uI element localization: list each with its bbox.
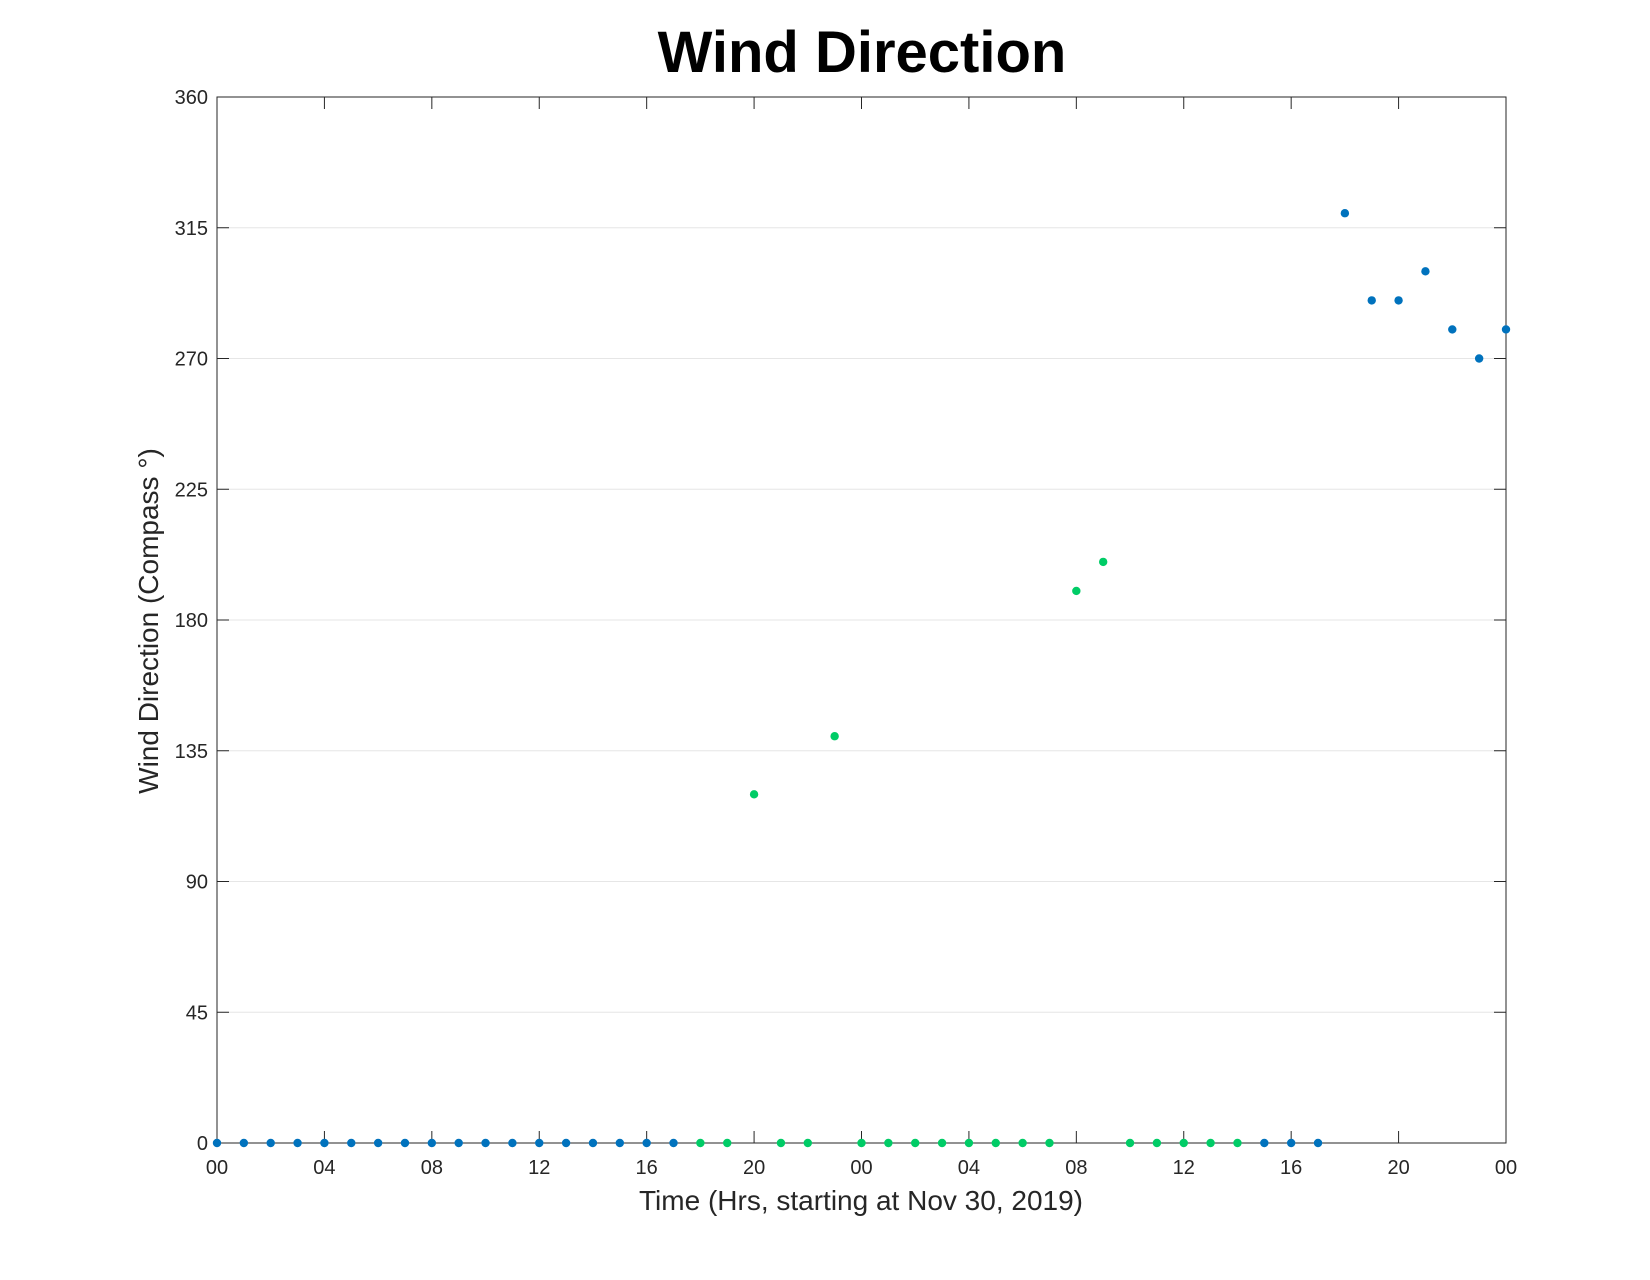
x-tick-label: 08 <box>421 1157 443 1179</box>
data-point <box>1501 325 1511 334</box>
data-point <box>1206 1138 1215 1148</box>
data-point <box>749 790 759 799</box>
y-tick-label: 180 <box>175 610 208 632</box>
data-point <box>588 1138 598 1148</box>
data-point <box>884 1138 893 1148</box>
data-point <box>1421 267 1430 276</box>
data-point <box>1018 1138 1027 1148</box>
data-point <box>1367 296 1376 305</box>
data-point <box>1233 1138 1242 1148</box>
x-tick-label: 12 <box>1173 1157 1195 1179</box>
data-point <box>776 1138 786 1148</box>
x-tick-label: 20 <box>743 1157 765 1179</box>
data-point <box>1072 586 1081 596</box>
data-point <box>373 1138 383 1148</box>
x-tick-label: 12 <box>528 1157 550 1179</box>
data-point <box>266 1138 275 1148</box>
data-point <box>1286 1138 1296 1148</box>
data-points <box>212 209 1511 1148</box>
y-tick-label: 270 <box>175 349 208 371</box>
data-point <box>1448 325 1457 334</box>
data-point <box>830 732 839 741</box>
x-tick-label: 04 <box>958 1157 980 1179</box>
data-point <box>400 1138 410 1148</box>
data-point <box>991 1138 1000 1148</box>
data-point <box>1152 1138 1162 1148</box>
x-tick-label: 20 <box>1387 1157 1409 1179</box>
y-tick-label: 90 <box>186 872 208 894</box>
data-point <box>857 1138 866 1148</box>
data-point <box>1394 296 1403 305</box>
data-point <box>642 1138 651 1148</box>
y-tick-label: 225 <box>175 479 208 501</box>
data-point <box>1179 1138 1188 1148</box>
x-axis-label: Time (Hrs, starting at Nov 30, 2019) <box>639 1185 1083 1216</box>
tick-labels: 0 45 90 135 180 225 270 315 360 00 04 08 12 16 20 00 04 0… <box>175 87 1518 1179</box>
data-point <box>427 1138 437 1148</box>
y-tick-label: 45 <box>186 1002 208 1024</box>
data-point <box>239 1138 249 1148</box>
data-point <box>1125 1138 1135 1148</box>
data-point <box>212 1138 222 1148</box>
data-point <box>696 1138 705 1148</box>
data-point <box>964 1138 974 1148</box>
data-point <box>669 1138 678 1148</box>
x-tick-label: 16 <box>1280 1157 1302 1179</box>
data-point <box>347 1138 356 1148</box>
data-point <box>1098 557 1108 567</box>
data-point <box>723 1138 732 1148</box>
data-point <box>1313 1138 1323 1148</box>
data-point <box>320 1138 329 1148</box>
y-tick-label: 360 <box>175 87 208 109</box>
data-point <box>454 1138 463 1148</box>
data-point <box>937 1138 947 1148</box>
y-tick-label: 315 <box>175 218 208 240</box>
data-point <box>1260 1138 1269 1148</box>
x-tick-label: 16 <box>636 1157 658 1179</box>
y-tick-label: 135 <box>175 741 208 763</box>
x-tick-label: 00 <box>850 1157 872 1179</box>
data-point <box>911 1138 920 1148</box>
data-point <box>561 1138 571 1148</box>
y-tick-label: 0 <box>197 1133 208 1155</box>
x-tick-label: 08 <box>1065 1157 1087 1179</box>
data-point <box>1045 1138 1054 1148</box>
data-point <box>615 1138 625 1148</box>
chart-title: Wind Direction <box>658 20 1067 85</box>
x-tick-label: 00 <box>206 1157 228 1179</box>
data-point <box>293 1138 302 1148</box>
data-point <box>481 1138 490 1148</box>
y-axis-label: Wind Direction (Compass °) <box>133 448 164 794</box>
data-point <box>1340 209 1350 218</box>
data-point <box>803 1138 812 1148</box>
axis-ticks <box>216 96 1507 1144</box>
y-gridlines <box>217 227 1506 1013</box>
data-point <box>535 1138 544 1148</box>
data-point <box>1474 354 1484 363</box>
data-point <box>508 1138 517 1148</box>
x-tick-label: 04 <box>313 1157 335 1179</box>
x-tick-label: 00 <box>1495 1157 1517 1179</box>
